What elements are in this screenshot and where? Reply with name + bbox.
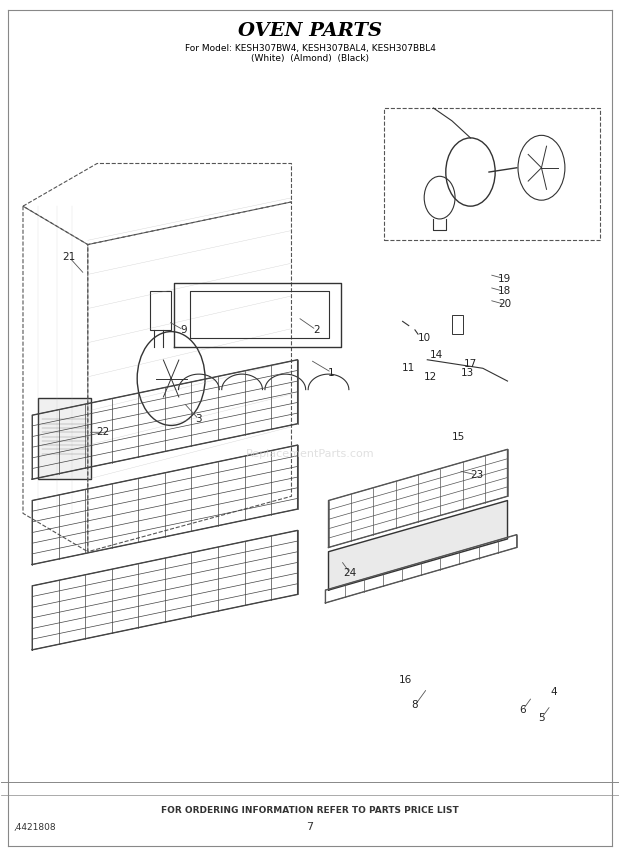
Text: 12: 12 xyxy=(423,372,437,382)
Text: 16: 16 xyxy=(399,675,412,685)
Text: 13: 13 xyxy=(461,367,474,377)
Text: For Model: KESH307BW4, KESH307BAL4, KESH307BBL4: For Model: KESH307BW4, KESH307BAL4, KESH… xyxy=(185,44,435,53)
Text: OVEN PARTS: OVEN PARTS xyxy=(238,22,382,40)
Text: 6: 6 xyxy=(520,704,526,715)
Text: 10: 10 xyxy=(418,333,431,343)
Text: FOR ORDERING INFORMATION REFER TO PARTS PRICE LIST: FOR ORDERING INFORMATION REFER TO PARTS … xyxy=(161,805,459,815)
Text: 20: 20 xyxy=(498,300,511,309)
Text: 21: 21 xyxy=(63,253,76,262)
Text: 19: 19 xyxy=(498,274,511,283)
Text: ReplacementParts.com: ReplacementParts.com xyxy=(246,449,374,459)
Text: 15: 15 xyxy=(451,431,465,442)
Polygon shape xyxy=(329,501,508,590)
Bar xyxy=(149,292,171,330)
Text: 22: 22 xyxy=(97,427,110,437)
Text: ,4421808: ,4421808 xyxy=(14,823,56,832)
Text: 24: 24 xyxy=(343,568,356,578)
Text: (White)  (Almond)  (Black): (White) (Almond) (Black) xyxy=(251,54,369,63)
Text: 7: 7 xyxy=(306,823,314,832)
Text: 18: 18 xyxy=(498,287,511,296)
Text: 8: 8 xyxy=(412,700,418,710)
Text: 3: 3 xyxy=(195,414,202,425)
Text: 2: 2 xyxy=(313,325,319,335)
Text: 14: 14 xyxy=(430,350,443,360)
Bar xyxy=(452,315,463,334)
Bar xyxy=(384,108,600,241)
Text: 5: 5 xyxy=(538,713,545,723)
FancyBboxPatch shape xyxy=(38,398,91,479)
Text: 23: 23 xyxy=(470,470,483,480)
Text: 17: 17 xyxy=(464,359,477,369)
Text: 9: 9 xyxy=(180,325,187,335)
Text: 1: 1 xyxy=(329,367,335,377)
Text: 11: 11 xyxy=(402,363,415,373)
Text: 4: 4 xyxy=(551,687,557,698)
